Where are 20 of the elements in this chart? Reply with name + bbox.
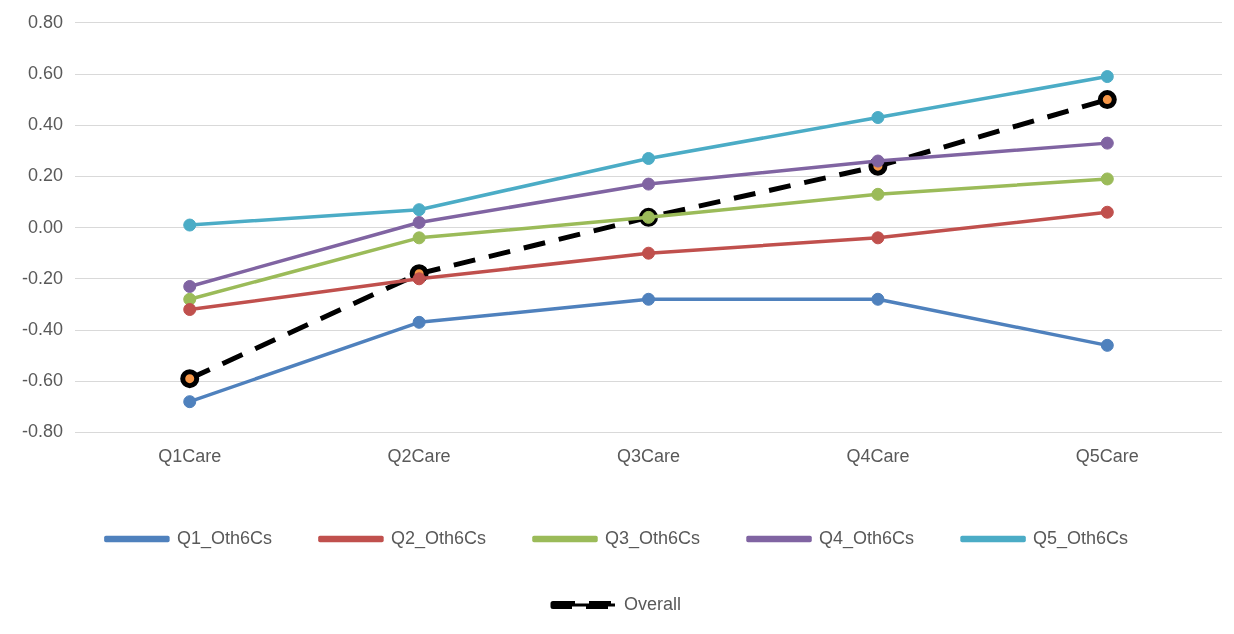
x-tick-label: Q5Care <box>1075 446 1139 467</box>
y-tick-label: 0.40 <box>27 114 64 135</box>
y-tick-label: -0.80 <box>22 421 64 442</box>
x-tick-label: Q3Care <box>617 446 681 467</box>
y-tick-label: 0.60 <box>27 62 64 83</box>
legend-label: Q1_Oth6Cs <box>176 527 272 549</box>
y-tick-label: -0.60 <box>22 370 64 391</box>
legend-label: Q4_Oth6Cs <box>819 527 915 549</box>
x-tick-label: Q2Care <box>387 446 451 467</box>
legend-label: Overall <box>623 593 682 614</box>
y-tick-label: -0.40 <box>22 318 64 339</box>
x-tick-label: Q4Care <box>846 446 910 467</box>
legend-label: Q3_Oth6Cs <box>604 527 701 549</box>
y-tick-label: 0.20 <box>27 165 64 186</box>
legend-label: Q2_Oth6Cs <box>390 527 486 549</box>
x-tick-label: Q1Care <box>158 446 222 467</box>
y-tick-label: -0.20 <box>22 267 64 288</box>
legend-label: Q5_Oth6Cs <box>1033 527 1129 549</box>
y-tick-label: 0.00 <box>27 216 64 237</box>
y-tick-label: 0.80 <box>27 11 64 32</box>
